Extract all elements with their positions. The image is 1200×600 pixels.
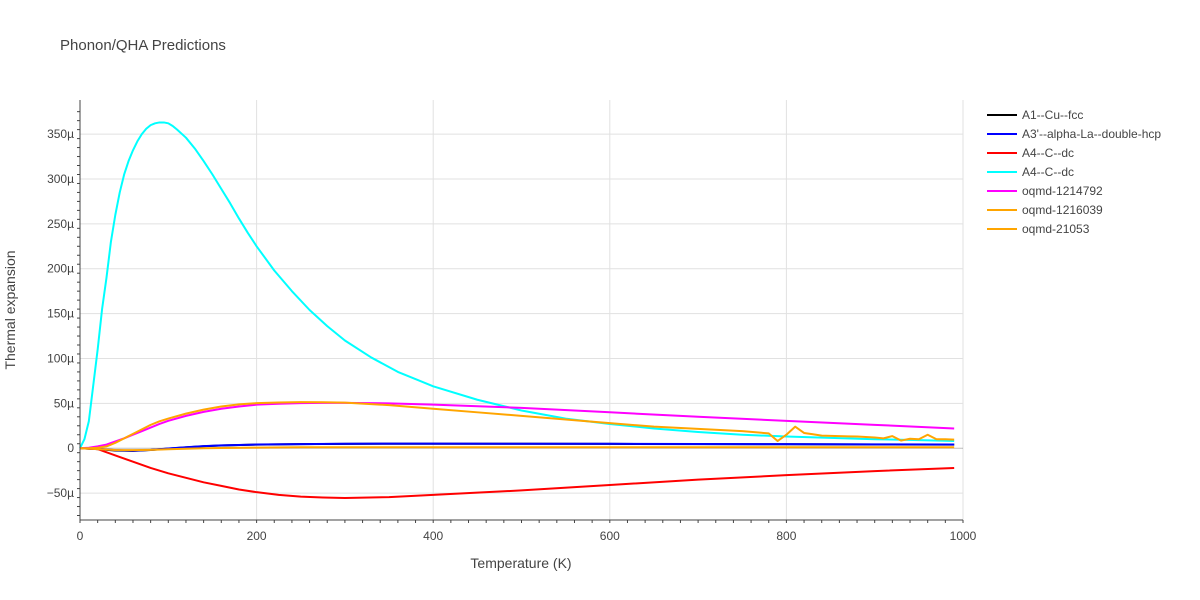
y-tick-label: 200µ (47, 262, 74, 276)
legend-label: oqmd-21053 (1022, 222, 1090, 236)
legend-label: A1--Cu--fcc (1022, 108, 1083, 122)
x-tick-label: 800 (776, 529, 796, 543)
y-axis-label: Thermal expansion (2, 250, 18, 369)
legend-label: A4--C--dc (1022, 165, 1074, 179)
x-tick-label: 600 (600, 529, 620, 543)
y-tick-label: 50µ (54, 396, 74, 410)
legend-label: oqmd-1216039 (1022, 203, 1103, 217)
x-tick-label: 0 (77, 529, 84, 543)
y-tick-label: 0 (67, 441, 74, 455)
x-tick-label: 400 (423, 529, 443, 543)
series-line-5 (79, 446, 955, 452)
x-tick-label: 1000 (950, 529, 977, 543)
y-tick-label: 150µ (47, 307, 74, 321)
y-tick-label: 100µ (47, 351, 74, 365)
legend-item[interactable]: A4--C--dc (987, 165, 1074, 179)
series-line-6 (80, 401, 955, 450)
legend-item[interactable]: A4--C--dc (987, 146, 1074, 160)
legend-item[interactable]: oqmd-1216039 (987, 203, 1103, 217)
y-tick-label: 250µ (47, 217, 74, 231)
y-tick-label: 350µ (47, 127, 74, 141)
legend-label: oqmd-1214792 (1022, 184, 1103, 198)
legend-item[interactable]: oqmd-21053 (987, 222, 1090, 236)
legend-label: A3'--alpha-La--double-hcp (1022, 127, 1161, 141)
axis-layer: 0 200 400 600 800 1000 −50µ 0 50µ 100µ 150µ 200µ 250… (47, 100, 977, 543)
y-tick-label: 300µ (47, 172, 74, 186)
grid-layer (80, 100, 964, 520)
legend-item[interactable]: A3'--alpha-La--double-hcp (987, 127, 1161, 141)
y-tick-label: −50µ (47, 486, 74, 500)
legend-item[interactable]: oqmd-1214792 (987, 184, 1103, 198)
legend-item[interactable]: A1--Cu--fcc (987, 108, 1083, 122)
series-layer (79, 121, 955, 500)
x-axis-label: Temperature (K) (470, 555, 571, 571)
series-line-2 (79, 447, 955, 500)
legend[interactable]: A1--Cu--fcc A3'--alpha-La--double-hcp A4--… (987, 108, 1161, 236)
chart-title: Phonon/QHA Predictions (60, 37, 226, 54)
legend-label: A4--C--dc (1022, 146, 1074, 160)
x-tick-label: 200 (247, 529, 267, 543)
series-line-3 (79, 121, 955, 449)
